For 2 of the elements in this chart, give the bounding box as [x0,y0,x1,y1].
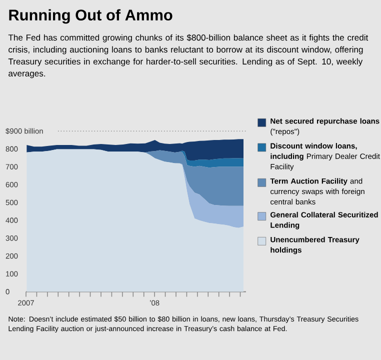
chart-title: Running Out of Ammo [9,9,172,24]
chart-subtitle: The Fed has committed growing chunks of its $800-billion balance sheet as it fights the credit crisis, including auctioning loans to banks reluctant to borrow at its discount window, offering Treasury securities in exchange for harder-to-sell securities. Lending as of Sept. 10, weekly averages. [8,34,368,78]
